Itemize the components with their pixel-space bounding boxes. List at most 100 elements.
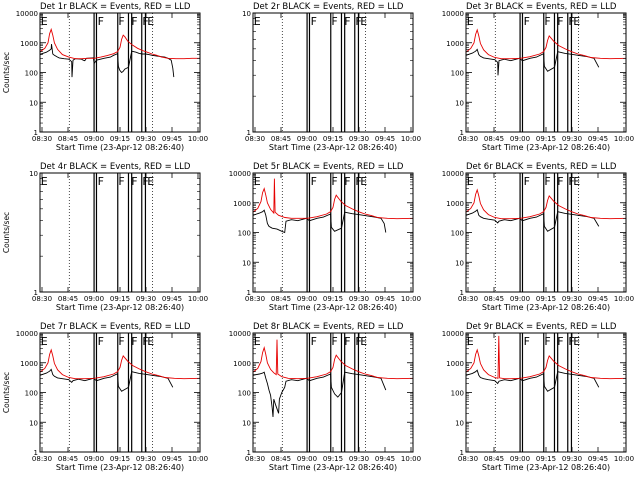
y-tick-label: 1 [247,289,251,297]
series-line-lld [39,348,201,380]
y-tick-label: 10 [242,259,251,267]
flag-label: F [568,175,574,188]
panel-title: Det 3r BLACK = Events, RED = LLD [466,2,617,12]
flag-label: E [467,175,474,188]
y-tick-label: 1 [34,129,38,137]
flag-label: F [524,15,530,28]
flag-label: F [568,15,574,28]
x-axis-label: Start Time (23-Apr-12 08:26:40) [482,143,610,152]
y-tick-label: 10000 [442,170,464,178]
x-tick-label: 09:15 [536,135,556,143]
x-tick-label: 08:45 [484,135,504,143]
x-tick-label: 09:30 [349,135,369,143]
flag-label: F [557,175,563,188]
x-tick-label: 09:30 [136,295,156,303]
y-tick-label: 10 [29,419,38,427]
flag-label: F [142,175,148,188]
y-tick-label: 10 [455,259,464,267]
x-tick-label: 10:00 [188,295,208,303]
flag-label: E [147,15,154,28]
series-line-events [465,369,600,392]
y-axis-label: Counts/sec [2,372,11,413]
y-tick-label: 1000 [233,360,251,368]
flag-label: F [355,15,361,28]
x-tick-label: 09:15 [536,295,556,303]
flag-label: F [355,335,361,348]
x-tick-label: 10:00 [614,455,634,463]
x-tick-label: 09:15 [110,295,130,303]
plot-frame [252,172,414,293]
flag-label: F [344,335,350,348]
y-tick-label: 10000 [442,10,464,18]
series-line-lld [39,27,200,60]
flag-label: E [254,335,261,348]
flag-label: F [331,15,337,28]
y-tick-label: 10 [455,99,464,107]
panel-title: Det 4r BLACK = Events, RED = LLD [40,162,191,172]
x-tick-label: 09:45 [375,135,395,143]
x-tick-label: 09:00 [84,455,104,463]
y-tick-label: 1 [34,449,38,457]
x-tick-label: 10:00 [188,135,208,143]
x-tick-label: 10:00 [401,295,421,303]
x-axis-label: Start Time (23-Apr-12 08:26:40) [482,463,610,472]
flag-label: E [467,15,474,28]
x-tick-label: 09:30 [562,295,582,303]
x-tick-label: 09:15 [323,455,343,463]
flag-label: E [41,15,48,28]
series-line-lld [252,339,414,380]
x-tick-label: 10:00 [614,135,634,143]
x-tick-label: 09:30 [136,455,156,463]
flag-label: F [311,175,317,188]
y-tick-label: 1 [460,289,464,297]
x-axis-label: Start Time (23-Apr-12 08:26:40) [56,303,184,312]
flag-label: F [131,15,137,28]
x-tick-label: 09:45 [162,295,182,303]
series-line-lld [465,188,627,220]
plot-frame [465,12,627,133]
y-tick-label: 1 [460,449,464,457]
flag-label: F [544,175,550,188]
flag-label: E [573,175,580,188]
x-tick-label: 09:45 [588,135,608,143]
x-tick-label: 08:45 [271,295,291,303]
x-tick-label: 08:30 [245,295,265,303]
panel-title: Det 5r BLACK = Events, RED = LLD [253,162,404,172]
x-tick-label: 09:45 [375,295,395,303]
y-tick-label: 10 [242,419,251,427]
plot-frame [39,12,201,133]
series-line-events [465,48,600,76]
flag-label: F [331,335,337,348]
flag-label: F [557,15,563,28]
y-tick-label: 1000 [20,360,38,368]
flag-label: F [98,15,104,28]
x-tick-label: 09:45 [162,455,182,463]
y-tick-label: 100 [451,230,464,238]
x-tick-label: 09:15 [323,135,343,143]
x-tick-label: 08:30 [32,455,52,463]
y-tick-label: 1000 [233,200,251,208]
y-tick-label: 10000 [16,330,38,338]
x-tick-label: 10:00 [401,135,421,143]
flag-label: F [557,335,563,348]
plot-frame [465,332,627,453]
series-line-lld [252,178,414,220]
x-tick-label: 09:45 [588,455,608,463]
series-line-events [39,44,175,78]
flag-label: E [147,175,154,188]
x-tick-label: 09:30 [349,295,369,303]
flag-label: F [524,175,530,188]
y-tick-label: 10000 [16,10,38,18]
x-tick-label: 09:30 [136,135,156,143]
y-tick-label: 10000 [229,330,251,338]
y-tick-label: 10 [455,419,464,427]
y-tick-label: 1000 [446,200,464,208]
x-axis-label: Start Time (23-Apr-12 08:26:40) [56,143,184,152]
y-tick-label: 1 [34,289,38,297]
panel-title: Det 1r BLACK = Events, RED = LLD [40,2,191,12]
series-line-lld [465,28,627,60]
